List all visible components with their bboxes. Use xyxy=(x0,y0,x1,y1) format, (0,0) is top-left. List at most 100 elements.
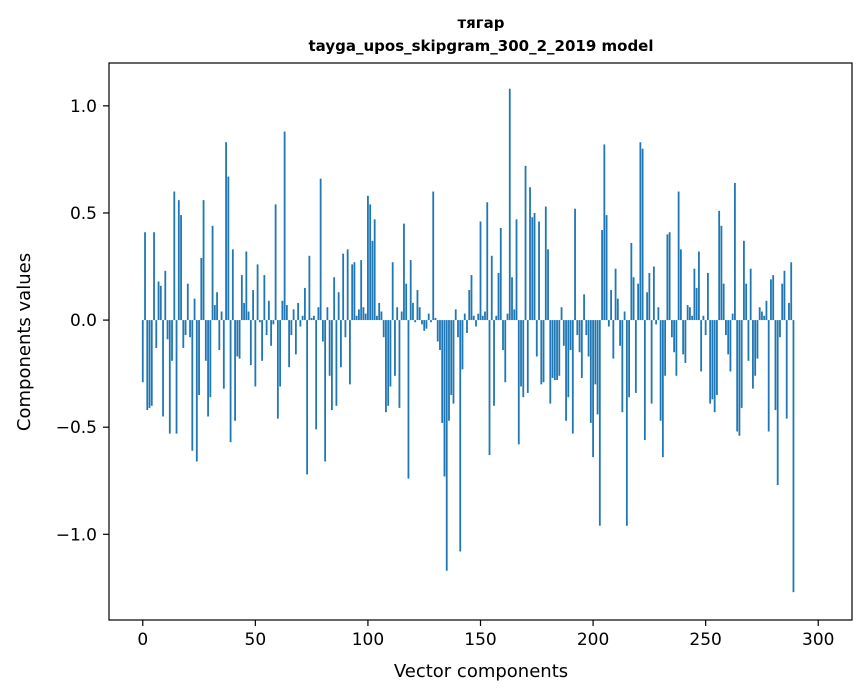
x-tick-label: 50 xyxy=(245,630,267,650)
bar xyxy=(479,221,482,321)
bar xyxy=(403,223,405,321)
bar xyxy=(398,320,401,408)
bar xyxy=(430,320,432,323)
bar xyxy=(661,320,664,458)
bar xyxy=(229,320,232,443)
bar xyxy=(682,320,685,355)
bar xyxy=(245,251,248,321)
bar xyxy=(639,142,642,321)
bar xyxy=(704,320,707,336)
y-tick-label: 0.0 xyxy=(70,311,97,331)
bar xyxy=(423,320,426,331)
bar xyxy=(515,219,518,321)
bar xyxy=(533,212,536,321)
bar xyxy=(367,195,369,321)
bar xyxy=(475,320,477,327)
bar xyxy=(310,317,313,321)
bar xyxy=(427,313,430,321)
bar xyxy=(522,320,525,398)
bar xyxy=(610,290,612,321)
bar xyxy=(709,320,712,404)
bar xyxy=(666,234,669,321)
bar xyxy=(351,264,354,321)
bar xyxy=(209,320,212,398)
bar xyxy=(628,320,630,398)
bar xyxy=(745,283,748,321)
bar xyxy=(603,144,606,321)
bar xyxy=(159,285,162,321)
bar xyxy=(144,232,146,321)
bar xyxy=(360,260,363,321)
bar xyxy=(243,302,245,321)
bar xyxy=(182,320,185,348)
bar xyxy=(785,320,788,419)
bar xyxy=(299,320,302,327)
bar xyxy=(659,320,662,421)
bar xyxy=(580,320,583,378)
bar xyxy=(452,320,455,404)
bar xyxy=(601,230,603,321)
bar xyxy=(477,313,480,321)
bar xyxy=(378,302,381,321)
bar xyxy=(511,277,513,321)
bar xyxy=(173,191,176,321)
bar xyxy=(544,206,547,321)
bar xyxy=(198,320,200,396)
bar xyxy=(625,320,628,526)
bar xyxy=(767,320,770,432)
bar xyxy=(207,320,209,417)
bar xyxy=(238,320,241,359)
bar xyxy=(328,320,331,376)
bar xyxy=(463,313,466,321)
bar xyxy=(425,320,428,329)
bar xyxy=(643,320,646,441)
bar xyxy=(585,320,588,336)
bar xyxy=(677,191,680,321)
bar xyxy=(247,311,250,321)
bar xyxy=(342,253,345,321)
bar xyxy=(783,270,786,321)
bar xyxy=(675,320,678,376)
bar xyxy=(407,320,410,479)
bar xyxy=(571,320,574,434)
bar xyxy=(490,255,493,321)
bar xyxy=(731,313,734,321)
bar xyxy=(400,311,403,321)
bar xyxy=(565,320,567,421)
bar xyxy=(495,315,498,321)
bar xyxy=(335,320,338,406)
bar xyxy=(254,320,257,387)
bar xyxy=(240,275,243,321)
bar xyxy=(587,320,590,357)
bar xyxy=(353,262,356,321)
bar xyxy=(698,251,700,321)
bar xyxy=(258,320,261,323)
bar xyxy=(743,240,745,321)
bar xyxy=(497,272,500,321)
bar xyxy=(711,320,714,400)
bar xyxy=(781,283,784,321)
bar xyxy=(267,300,270,321)
bar xyxy=(679,249,682,321)
bar xyxy=(344,320,347,338)
bar xyxy=(630,242,633,321)
bar xyxy=(688,307,691,321)
bar xyxy=(734,182,736,321)
bar xyxy=(285,305,288,321)
bar xyxy=(141,320,144,383)
bar xyxy=(716,320,718,396)
bar xyxy=(416,290,419,321)
x-axis-ticks: 0 50 100 150 200 250 300 xyxy=(137,620,834,650)
y-tick-label: 1.0 xyxy=(70,97,97,117)
bar xyxy=(493,320,495,406)
bar xyxy=(605,215,608,321)
x-tick-label: 200 xyxy=(577,630,609,650)
x-tick-label: 0 xyxy=(137,630,148,650)
bar xyxy=(524,165,527,321)
bar xyxy=(702,315,705,321)
bar xyxy=(502,320,504,351)
bar xyxy=(720,225,723,321)
bar xyxy=(227,176,230,321)
bar xyxy=(612,320,615,359)
